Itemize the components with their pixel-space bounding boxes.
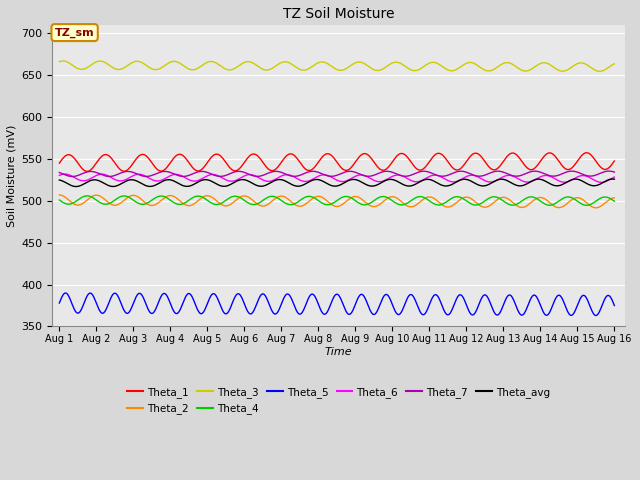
Y-axis label: Soil Moisture (mV): Soil Moisture (mV): [7, 124, 17, 227]
Title: TZ Soil Moisture: TZ Soil Moisture: [283, 7, 394, 21]
Text: TZ_sm: TZ_sm: [55, 27, 95, 38]
X-axis label: Time: Time: [325, 347, 353, 357]
Legend: Theta_1, Theta_2, Theta_3, Theta_4, Theta_5, Theta_6, Theta_7, Theta_avg: Theta_1, Theta_2, Theta_3, Theta_4, Thet…: [124, 383, 554, 418]
